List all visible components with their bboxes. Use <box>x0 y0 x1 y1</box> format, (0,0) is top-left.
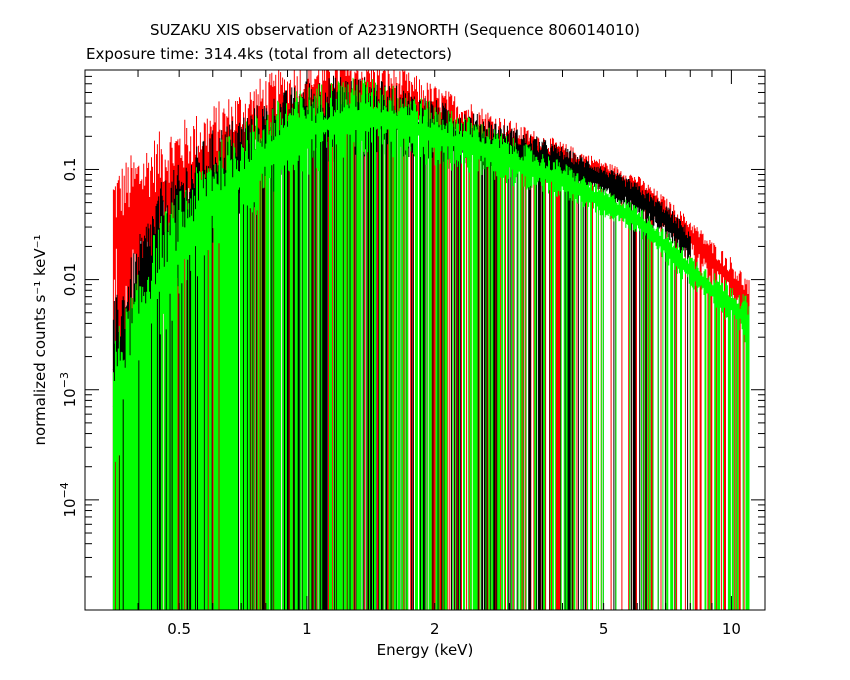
series-layer <box>112 70 750 610</box>
x-tick-label: 5 <box>599 620 609 638</box>
plot-frame <box>84 69 766 611</box>
y-tick-labels: 0.1 0.01 10−3 10−4 <box>58 158 79 518</box>
series-3-line <box>112 116 750 408</box>
x-tick-label: 0.5 <box>167 620 191 638</box>
y-tick-label: 10−3 <box>58 372 79 407</box>
y-tick-label: 0.1 <box>61 158 79 182</box>
x-axis-label: Energy (keV) <box>377 641 474 659</box>
series-3 <box>112 77 750 610</box>
x-tick-label: 10 <box>722 620 741 638</box>
chart-subtitle: Exposure time: 314.4ks (total from all d… <box>86 45 453 63</box>
x-tick-labels: 0.5 1 2 5 10 <box>167 620 741 638</box>
y-tick-label: 10−4 <box>58 482 79 517</box>
y-tick-label: 0.01 <box>61 263 79 296</box>
x-tick-label: 1 <box>302 620 312 638</box>
chart-title: SUZAKU XIS observation of A2319NORTH (Se… <box>150 21 641 39</box>
x-tick-label: 2 <box>430 620 440 638</box>
y-axis-label: normalized counts s⁻¹ keV⁻¹ <box>31 234 49 445</box>
ticks-layer <box>84 69 765 611</box>
